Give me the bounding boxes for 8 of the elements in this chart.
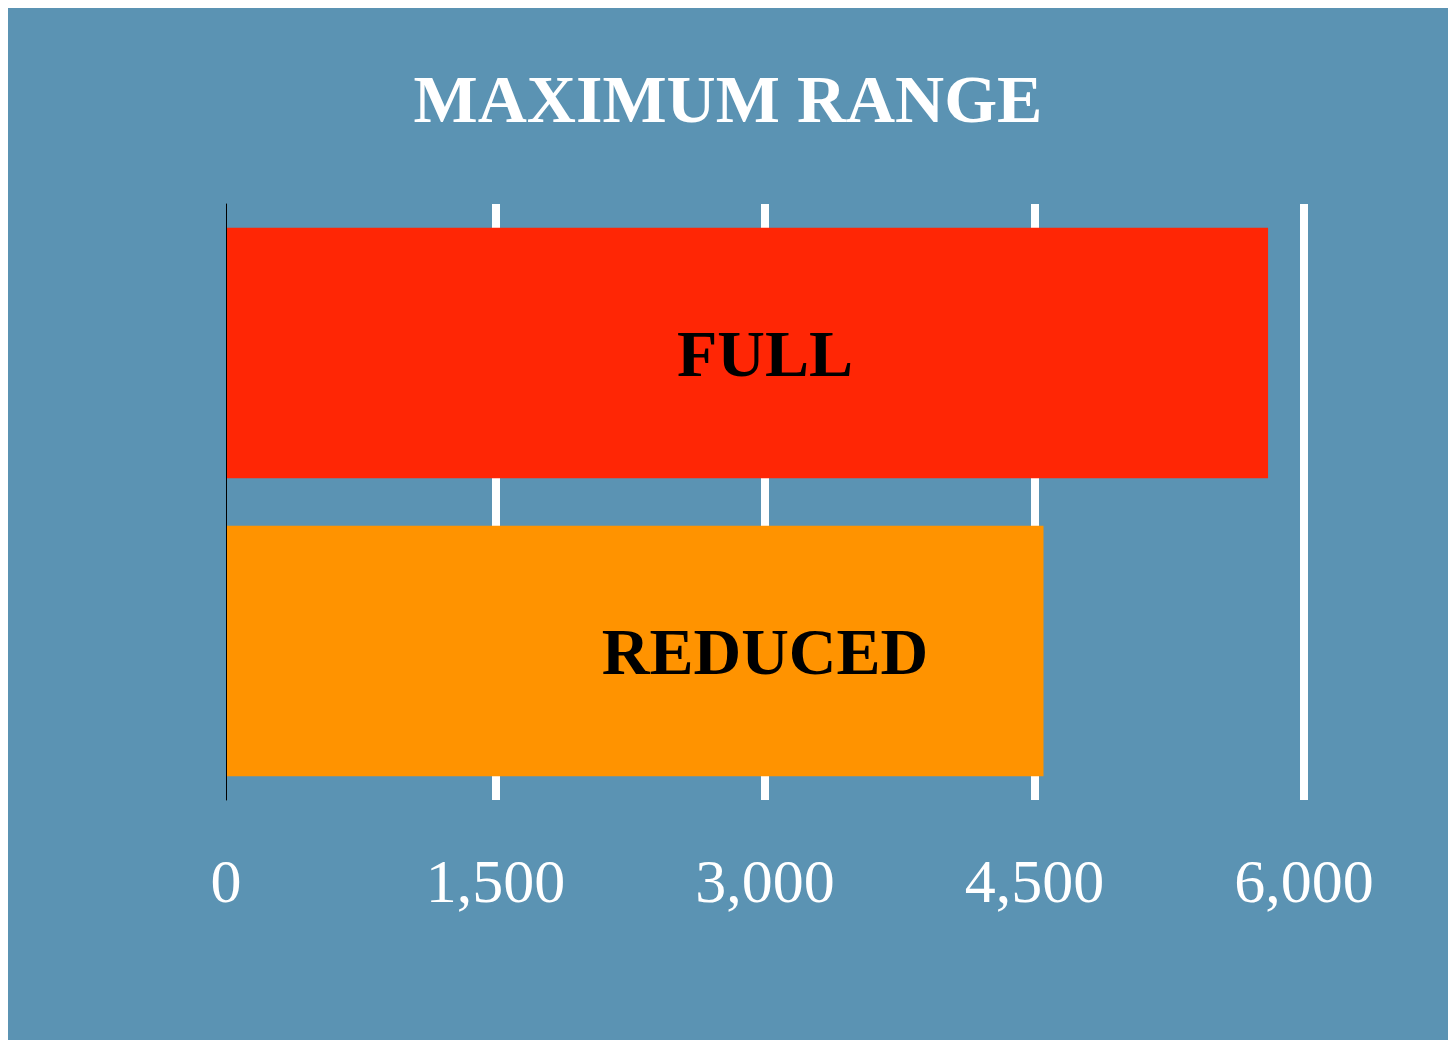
y-tick-label: FULL [676,316,854,390]
x-tick-label: 0 [210,847,242,915]
x-tick-label: 4,500 [964,847,1105,915]
x-tick-label: 6,000 [1234,847,1374,915]
x-tick-label: 3,000 [695,847,835,915]
x-tick-label: 1,500 [425,847,566,915]
chart-title: MAXIMUM RANGE [413,61,1043,137]
y-tick-label: REDUCED [601,614,929,688]
